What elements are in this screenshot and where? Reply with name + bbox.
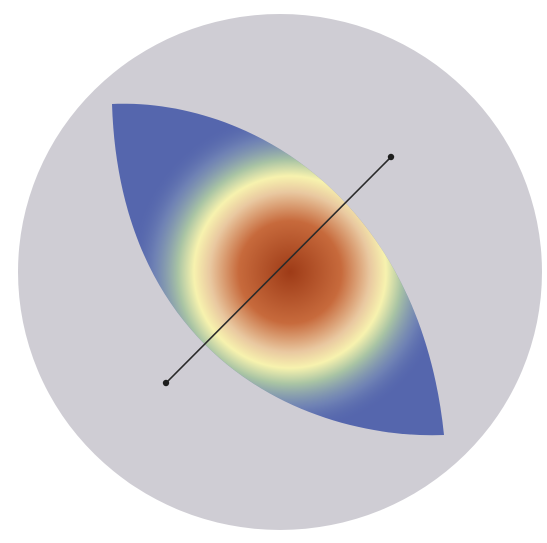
line-endpoint-bottom[interactable]: [162, 379, 170, 387]
line-endpoint-top[interactable]: [387, 153, 395, 161]
measurement-line: [165, 156, 392, 384]
